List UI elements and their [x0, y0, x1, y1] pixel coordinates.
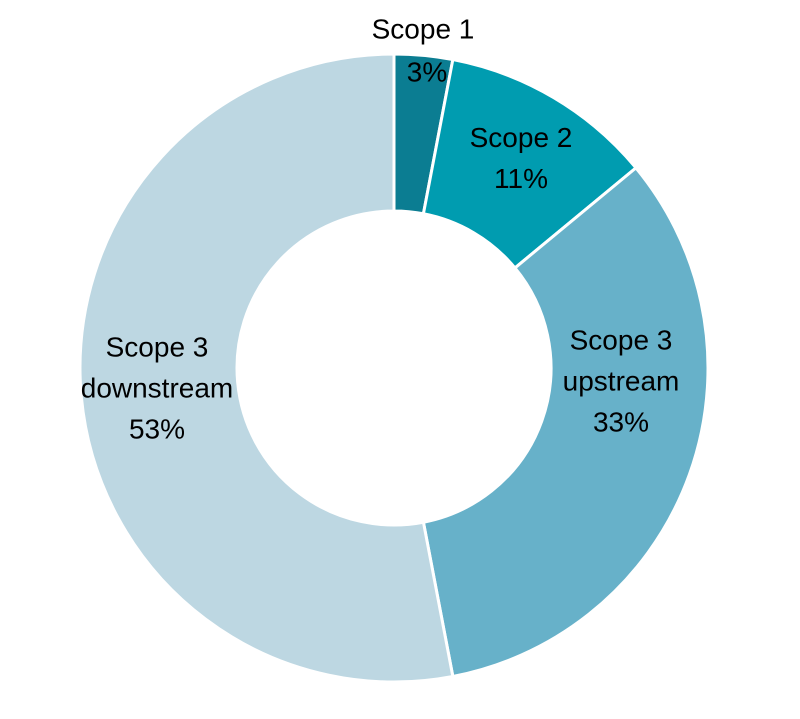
slice-value-scope-1: 3%	[406, 56, 448, 88]
slice-value-scope-3-downstream: 53%	[128, 413, 186, 445]
slice-name-scope-3-upstream-line-1: Scope 3	[569, 324, 673, 356]
slice-label-scope-3-downstream: Scope 3 downstream 53%	[81, 327, 234, 450]
slice-label-scope-3-upstream: Scope 3 upstream 33%	[563, 320, 680, 443]
slice-name-scope-3-upstream-line-2: upstream	[562, 365, 680, 397]
slice-name-scope-3-downstream-line-2: downstream	[80, 372, 234, 404]
slice-label-scope-1-name: Scope 1	[372, 9, 475, 50]
slice-scope-3-upstream	[421, 165, 710, 679]
slice-label-scope-1-value: 3%	[407, 52, 447, 93]
slice-value-scope-3-upstream: 33%	[592, 406, 650, 438]
slice-value-scope-2: 11%	[494, 163, 548, 194]
slice-label-scope-2: Scope 2 11%	[470, 117, 573, 199]
slice-name-scope-1: Scope 1	[371, 13, 475, 45]
slice-name-scope-2: Scope 2	[469, 122, 573, 153]
slice-name-scope-3-downstream-line-1: Scope 3	[105, 331, 209, 363]
slice-scope-3-downstream	[78, 52, 455, 684]
